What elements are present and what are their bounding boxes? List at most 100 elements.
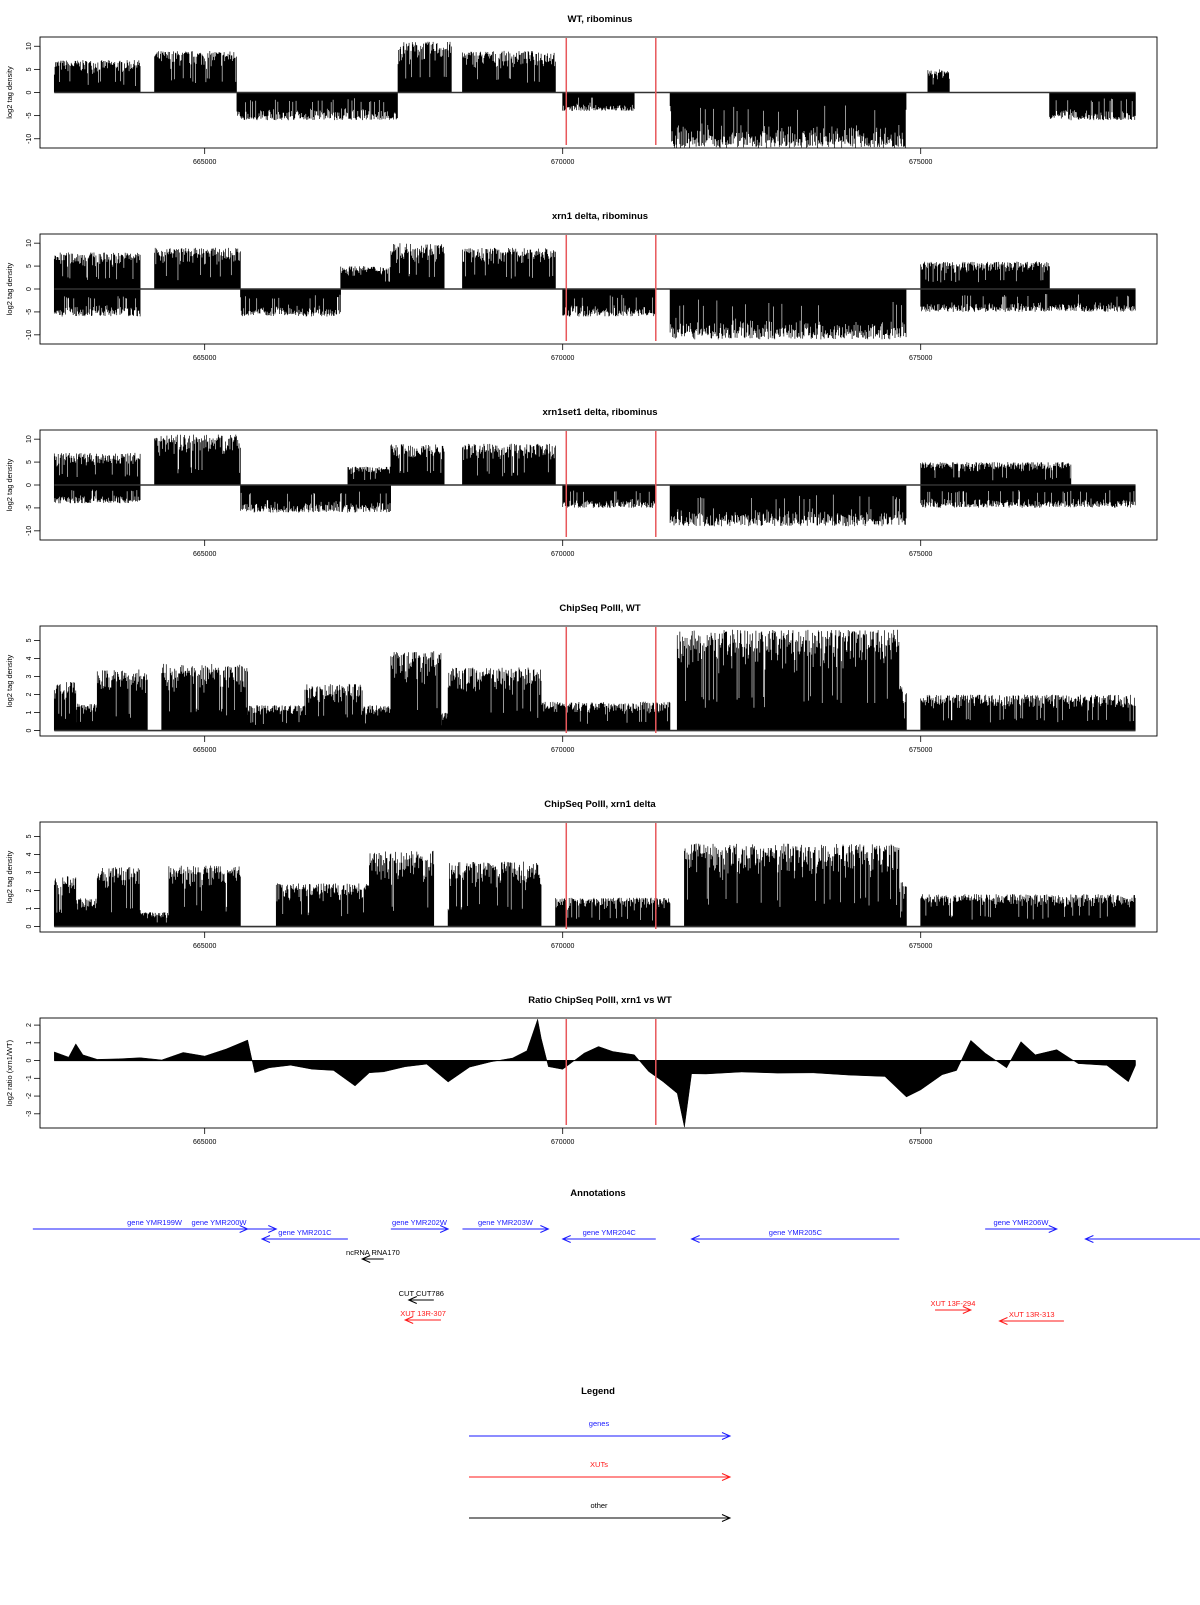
signal-segment xyxy=(304,683,363,731)
plot-frame xyxy=(39,429,1158,541)
signal-segment xyxy=(53,485,141,504)
signal-segment xyxy=(154,247,241,289)
y-tick-label: 0 xyxy=(26,483,33,487)
feature-gene: gene YMR204C xyxy=(561,1228,656,1243)
feature-label: gene YMR204C xyxy=(583,1228,637,1237)
y-tick-label: -5 xyxy=(26,505,33,511)
x-tick-label: 670000 xyxy=(551,355,574,362)
signal-segment xyxy=(369,850,435,927)
feature-label: CUT CUT786 xyxy=(399,1289,444,1298)
plot-frame xyxy=(39,233,1158,345)
y-tick-label: -1 xyxy=(26,1075,33,1081)
ratio-area xyxy=(54,1018,1136,1128)
signal-segment xyxy=(161,663,248,731)
plot-frame xyxy=(39,36,1158,149)
signal-segment xyxy=(447,667,542,731)
panel-title: ChipSeq PolII, xrn1 delta xyxy=(544,799,656,810)
signal-bars xyxy=(53,434,1136,527)
x-tick-label: 665000 xyxy=(193,159,216,166)
feature-label: gene YMR200W xyxy=(192,1218,248,1227)
signal-segment xyxy=(53,682,77,731)
chart-panel-6: Ratio ChipSeq PolII, xrn1 vs WT log2 rati… xyxy=(5,995,1158,1146)
feature-label: gene YMR205C xyxy=(769,1228,823,1237)
chart-panel-4: ChipSeq PolII, WT log2 tag density 0 1 2 3 4 5 6… xyxy=(5,603,1158,754)
feature-gene: gene YMR206W xyxy=(985,1218,1059,1233)
x-tick-label: 665000 xyxy=(193,1139,216,1146)
y-tick-label: -5 xyxy=(26,112,33,118)
feature-gene: gene YMR200W xyxy=(190,1218,249,1233)
feature-label: gene YMR199W xyxy=(127,1218,183,1227)
legend-entry-other: other xyxy=(469,1501,732,1522)
signal-segment xyxy=(96,669,148,731)
feature-arrow-head xyxy=(260,1235,271,1243)
signal-segment xyxy=(898,882,907,927)
y-tick-label: 10 xyxy=(26,42,33,50)
signal-segment xyxy=(139,912,170,927)
feature-arrow-head xyxy=(690,1235,700,1243)
y-tick-label: 4 xyxy=(26,852,33,856)
signal-segment xyxy=(390,651,442,731)
feature-label: ncRNA RNA170 xyxy=(346,1248,400,1257)
signal-segment xyxy=(53,876,77,927)
y-axis-label: log2 tag density xyxy=(5,458,14,511)
signal-segment xyxy=(447,861,542,927)
feature-label: gene YMR203W xyxy=(478,1218,534,1227)
signal-segment xyxy=(240,289,341,317)
y-tick-label: 5 xyxy=(26,67,33,71)
y-tick-label: -10 xyxy=(26,330,33,340)
feature-label: XUT 13R-307 xyxy=(400,1309,446,1318)
feature-arrow-head xyxy=(540,1225,550,1233)
y-tick-label: 3 xyxy=(26,870,33,874)
signal-segment xyxy=(240,485,391,513)
signal-segment xyxy=(390,444,445,485)
feature-arrow-head xyxy=(439,1225,450,1233)
signal-segment xyxy=(75,703,98,731)
y-tick-label: 0 xyxy=(26,287,33,291)
y-tick-label: -2 xyxy=(26,1093,33,1099)
y-tick-label: -10 xyxy=(26,134,33,144)
x-tick-label: 675000 xyxy=(909,747,932,754)
x-tick-label: 675000 xyxy=(909,551,932,558)
feature-gene: gene YMR202W xyxy=(390,1218,450,1233)
y-axis-label: log2 tag density xyxy=(5,850,14,903)
y-tick-label: 2 xyxy=(26,1023,33,1027)
y-tick-label: 0 xyxy=(26,1059,33,1063)
signal-segment xyxy=(676,629,900,731)
y-tick-label: -10 xyxy=(26,526,33,536)
feature-arrow-head xyxy=(998,1317,1008,1325)
signal-segment xyxy=(1049,92,1136,121)
panel-title: ChipSeq PolII, WT xyxy=(559,603,640,614)
legend-title: Legend xyxy=(581,1386,615,1397)
plot-frame xyxy=(39,1017,1158,1129)
x-tick-label: 675000 xyxy=(909,355,932,362)
y-tick-label: 0 xyxy=(26,90,33,94)
signal-segment xyxy=(462,247,556,289)
signal-segment xyxy=(53,452,141,485)
y-tick-label: 2 xyxy=(26,692,33,696)
feature-label: gene YMR202W xyxy=(392,1218,448,1227)
x-tick-label: 670000 xyxy=(551,159,574,166)
signal-segment xyxy=(669,485,907,527)
y-tick-label: 0 xyxy=(26,925,33,929)
feature-other: CUT CUT786 xyxy=(399,1289,444,1304)
signal-segment xyxy=(562,485,656,508)
y-tick-label: 3 xyxy=(26,674,33,678)
feature-arrow-head xyxy=(407,1296,417,1304)
feature-gene: gene YMR205C xyxy=(690,1228,900,1243)
y-tick-label: 5 xyxy=(26,460,33,464)
legend-arrow-head xyxy=(721,1432,732,1440)
y-tick-label: 0 xyxy=(26,729,33,733)
feature-gene xyxy=(1084,1235,1200,1243)
signal-segment xyxy=(96,867,141,927)
x-tick-label: 675000 xyxy=(909,1139,932,1146)
signal-bars xyxy=(53,243,1136,340)
chart-panel-2: xrn1 delta, ribominus log2 tag density -10… xyxy=(5,211,1158,362)
signal-segment xyxy=(397,41,452,93)
feature-gene: gene YMR201C xyxy=(260,1228,348,1243)
feature-label: XUT 13F-294 xyxy=(930,1299,975,1308)
legend-entry-xut: XUTs xyxy=(469,1460,732,1481)
signal-segment xyxy=(920,462,1072,485)
legend: Legend genes XUTs other xyxy=(469,1386,732,1522)
x-tick-label: 670000 xyxy=(551,943,574,950)
